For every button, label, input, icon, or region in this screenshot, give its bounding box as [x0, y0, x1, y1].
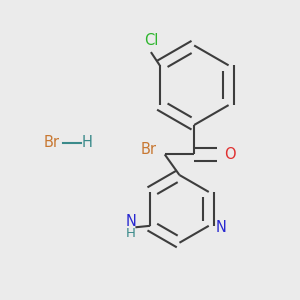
Text: Br: Br — [44, 135, 59, 150]
Text: Br: Br — [140, 142, 157, 157]
Text: N: N — [215, 220, 226, 235]
Text: O: O — [224, 147, 236, 162]
Text: H: H — [126, 227, 136, 240]
Text: N: N — [125, 214, 136, 229]
Text: Cl: Cl — [144, 33, 158, 48]
Text: H: H — [81, 135, 92, 150]
